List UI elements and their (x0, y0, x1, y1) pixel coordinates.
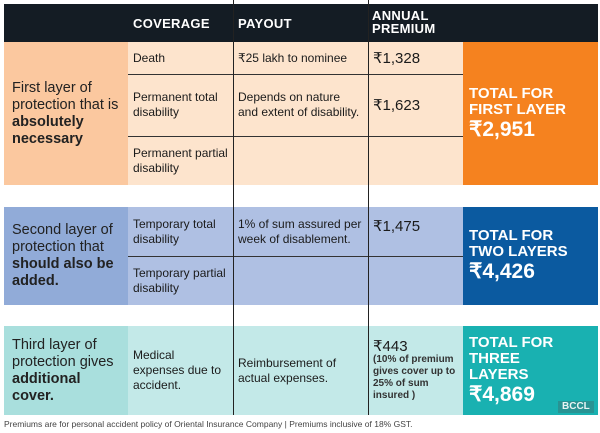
layer-cells-bg (128, 42, 463, 185)
coverage-cell: Temporary total disability (133, 216, 216, 246)
label-text: Second layer of protection that (12, 222, 113, 255)
premium-value: ₹443 (373, 338, 408, 355)
total-amount: ₹4,426 (469, 260, 535, 283)
row-divider (128, 136, 463, 137)
row-divider (128, 256, 463, 257)
premium-cell (368, 256, 463, 305)
header-premium-line1: ANNUAL (372, 8, 429, 23)
label-emphasis: absolutely necessary (12, 113, 84, 147)
header-coverage: COVERAGE (133, 16, 210, 31)
payout-cell: 1% of sum assured per week of disablemen… (238, 216, 362, 246)
layer-label: First layer of protection that is absolu… (4, 42, 128, 185)
layer-label-text: Second layer of protection that should a… (12, 222, 120, 290)
table-header (4, 4, 598, 42)
coverage-cell: Medical expenses due to accident. (133, 348, 222, 392)
layer-cells-bg (128, 326, 463, 415)
premium-cell (368, 136, 463, 185)
total-label: TOTAL FOR THREE LAYERS (469, 333, 554, 383)
total-amount: ₹2,951 (469, 117, 535, 141)
coverage-cell: Permanent partial disability (133, 145, 228, 175)
label-emphasis: additional cover. (12, 370, 81, 404)
label-suffix: . (54, 273, 59, 289)
payout-cell: Depends on nature and extent of disabili… (238, 90, 360, 119)
layer-label: Third layer of protection gives addition… (4, 326, 128, 415)
layer-total: TOTAL FOR FIRST LAYER ₹2,951 (463, 42, 598, 185)
row-divider (128, 74, 463, 75)
layer-label-text: Third layer of protection gives addition… (12, 337, 120, 405)
premium-note: (10% of premium gives cover up to 25% of… (373, 354, 456, 401)
watermark: BCCL (558, 401, 594, 413)
footnote: Premiums are for personal accident polic… (4, 419, 413, 429)
premium-cell: ₹1,328 (373, 49, 421, 67)
payout-cell (233, 256, 368, 305)
total-amount: ₹4,869 (469, 382, 535, 406)
column-divider (368, 0, 369, 415)
label-emphasis: should also be added (12, 256, 114, 289)
payout-cell (233, 136, 368, 185)
label-text: Third layer of protection gives (12, 336, 114, 370)
premium-cell: ₹1,623 (373, 96, 421, 114)
layer-total: TOTAL FOR THREE LAYERS ₹4,869 (463, 326, 598, 415)
coverage-cell: Permanent total disability (133, 90, 218, 119)
payout-cell: Reimbursement of actual expenses. (238, 355, 337, 385)
layer-total: TOTAL FOR TWO LAYERS ₹4,426 (463, 207, 598, 305)
payout-cell: ₹25 lakh to nominee (238, 50, 348, 65)
premium-cell: ₹443 (10% of premium gives cover up to 25… (368, 326, 463, 415)
total-label: TOTAL FOR FIRST LAYER (469, 84, 566, 118)
header-premium-line2: PREMIUM (372, 21, 436, 36)
coverage-cell: Temporary partial disability (133, 265, 226, 295)
layer-label: Second layer of protection that should a… (4, 207, 128, 305)
total-label: TOTAL FOR TWO LAYERS (469, 227, 568, 260)
header-payout: PAYOUT (238, 16, 292, 31)
header-premium: ANNUAL PREMIUM (372, 9, 436, 35)
label-text: First layer of protection that is (12, 79, 119, 113)
coverage-cell: Death (133, 50, 166, 65)
layer-label-text: First layer of protection that is absolu… (12, 80, 120, 148)
column-divider (233, 0, 234, 415)
premium-cell: ₹1,475 (373, 218, 421, 235)
